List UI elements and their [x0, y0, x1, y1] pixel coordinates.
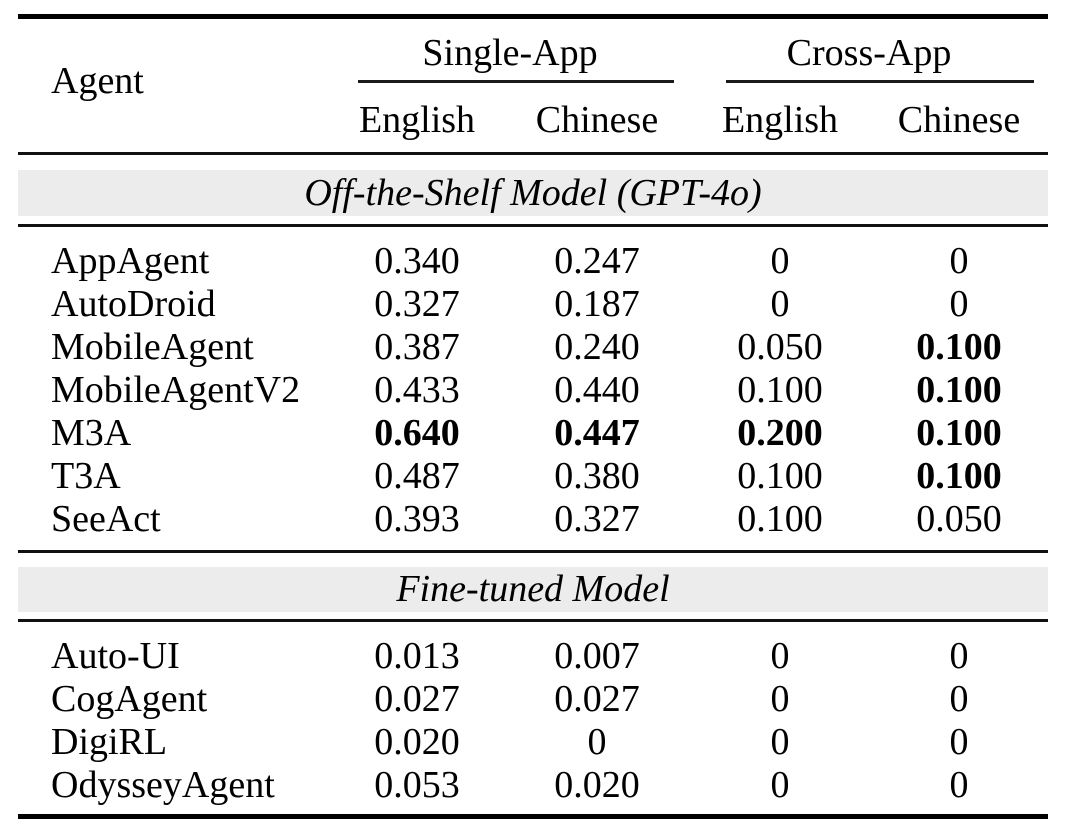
section-rule — [18, 224, 1048, 227]
metric-value: 0 — [770, 763, 790, 806]
table-row: Auto-UI 0.013 0.007 0 0 — [18, 634, 1048, 677]
metric-value: 0.200 — [737, 411, 823, 454]
metric-value: 0.100 — [916, 368, 1002, 411]
metric-value: 0.027 — [374, 677, 460, 720]
metric-value: 0 — [949, 720, 969, 763]
agent-name: AutoDroid — [51, 282, 216, 325]
table-row: MobileAgentV2 0.433 0.440 0.100 0.100 — [18, 368, 1048, 411]
metric-value: 0.340 — [374, 239, 460, 282]
table-row: AutoDroid 0.327 0.187 0 0 — [18, 282, 1048, 325]
metric-value: 0.447 — [554, 411, 640, 454]
metric-value: 0.020 — [554, 763, 640, 806]
metric-value: 0.380 — [554, 454, 640, 497]
subheader-cross-english: English — [721, 98, 839, 141]
metric-value: 0 — [949, 634, 969, 677]
metric-value: 0.327 — [374, 282, 460, 325]
metric-value: 0 — [770, 677, 790, 720]
metric-value: 0.050 — [916, 497, 1002, 540]
metric-value: 0.393 — [374, 497, 460, 540]
agent-name: CogAgent — [51, 677, 208, 720]
group-cross-app: Cross-App — [690, 33, 1048, 83]
metric-value: 0.387 — [374, 325, 460, 368]
metric-value: 0 — [770, 282, 790, 325]
metric-value: 0.640 — [374, 411, 460, 454]
bottom-rule — [18, 814, 1048, 819]
agent-name: T3A — [51, 454, 121, 497]
agent-name: OdysseyAgent — [51, 763, 275, 806]
metric-value: 0.100 — [737, 454, 823, 497]
table-row: DigiRL 0.020 0 0 0 — [18, 720, 1048, 763]
section-title-fine-tuned: Fine-tuned Model — [18, 567, 1048, 612]
metric-value: 0.440 — [554, 368, 640, 411]
agent-name: AppAgent — [51, 239, 210, 282]
metric-value: 0.100 — [737, 368, 823, 411]
metric-value: 0.100 — [737, 497, 823, 540]
agent-name: M3A — [51, 411, 132, 454]
metric-value: 0.013 — [374, 634, 460, 677]
metric-value: 0 — [949, 282, 969, 325]
table-header: Agent Single-App Cross-App English Chine… — [18, 19, 1048, 152]
metric-value: 0.020 — [374, 720, 460, 763]
section-rows-off-the-shelf: AppAgent 0.340 0.247 0 0 AutoDroid 0.327… — [18, 227, 1048, 550]
section-title-off-the-shelf: Off-the-Shelf Model (GPT-4o) — [18, 170, 1048, 216]
metric-value: 0.433 — [374, 368, 460, 411]
section-rule — [18, 550, 1048, 553]
agent-name: MobileAgent — [51, 325, 254, 368]
table-row: M3A 0.640 0.447 0.200 0.100 — [18, 411, 1048, 454]
group-header-row: Single-App Cross-App — [18, 19, 1048, 83]
subheader-cross-chinese: Chinese — [897, 98, 1021, 141]
metric-value: 0.240 — [554, 325, 640, 368]
header-bottom-rule — [18, 152, 1048, 155]
single-app-underline — [358, 80, 674, 83]
agent-name: MobileAgentV2 — [51, 368, 301, 411]
table-row: AppAgent 0.340 0.247 0 0 — [18, 239, 1048, 282]
metric-value: 0.027 — [554, 677, 640, 720]
agent-column-header: Agent — [51, 60, 144, 102]
metric-value: 0.247 — [554, 239, 640, 282]
metric-value: 0.100 — [916, 454, 1002, 497]
metric-value: 0 — [949, 763, 969, 806]
top-rule — [18, 14, 1048, 19]
metric-value: 0.053 — [374, 763, 460, 806]
metric-value: 0.050 — [737, 325, 823, 368]
table-row: MobileAgent 0.387 0.240 0.050 0.100 — [18, 325, 1048, 368]
group-label-cross-app: Cross-App — [786, 32, 952, 74]
metric-value: 0.007 — [554, 634, 640, 677]
header-spacer — [18, 100, 330, 140]
metric-value: 0.100 — [916, 325, 1002, 368]
table-row: OdysseyAgent 0.053 0.020 0 0 — [18, 763, 1048, 806]
metric-value: 0 — [949, 677, 969, 720]
cross-app-underline — [726, 80, 1034, 83]
metric-value: 0.187 — [554, 282, 640, 325]
metric-value: 0.487 — [374, 454, 460, 497]
subheader-row: English Chinese English Chinese — [18, 100, 1048, 140]
metric-value: 0 — [587, 720, 607, 763]
benchmark-table: Agent Single-App Cross-App English Chine… — [18, 14, 1048, 819]
table-row: T3A 0.487 0.380 0.100 0.100 — [18, 454, 1048, 497]
metric-value: 0 — [770, 239, 790, 282]
metric-value: 0.327 — [554, 497, 640, 540]
agent-name: SeeAct — [51, 497, 161, 540]
group-label-single-app: Single-App — [422, 32, 598, 74]
section-rule — [18, 619, 1048, 622]
metric-value: 0 — [770, 720, 790, 763]
section-rows-fine-tuned: Auto-UI 0.013 0.007 0 0 CogAgent 0.027 0… — [18, 622, 1048, 814]
metric-value: 0.100 — [916, 411, 1002, 454]
table-row: CogAgent 0.027 0.027 0 0 — [18, 677, 1048, 720]
agent-name: DigiRL — [51, 720, 168, 763]
metric-value: 0 — [949, 239, 969, 282]
subheader-single-english: English — [358, 98, 476, 141]
metric-value: 0 — [770, 634, 790, 677]
agent-name: Auto-UI — [51, 634, 180, 677]
subheader-single-chinese: Chinese — [535, 98, 659, 141]
table-row: SeeAct 0.393 0.327 0.100 0.050 — [18, 497, 1048, 540]
group-single-app: Single-App — [330, 33, 690, 83]
